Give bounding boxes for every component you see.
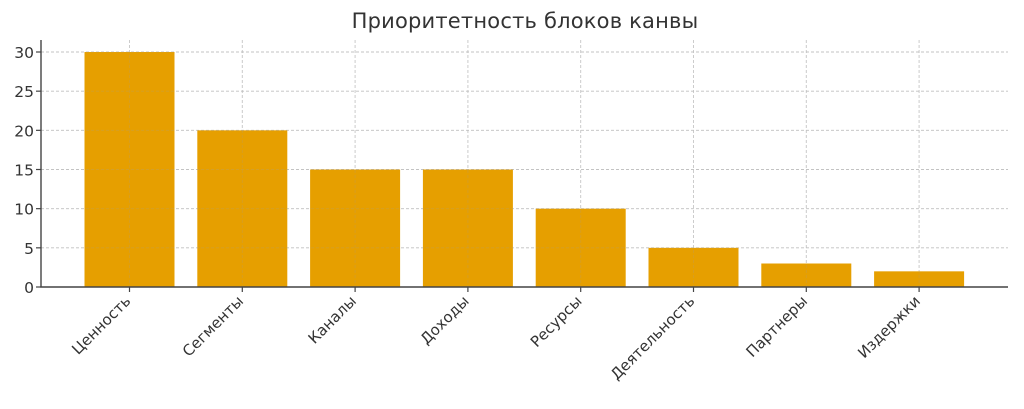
gridlines — [41, 40, 1008, 287]
y-axis-ticks: 0 5 10 15 20 25 30 — [14, 44, 41, 297]
bar — [84, 52, 175, 287]
bar — [422, 169, 513, 287]
bar — [648, 247, 739, 287]
bars — [84, 52, 965, 287]
x-tick-label: Деятельность — [607, 292, 698, 383]
x-tick-label: Партнеры — [742, 292, 811, 361]
y-tick-label: 30 — [14, 44, 34, 62]
y-tick-label: 15 — [14, 162, 34, 180]
bar — [197, 130, 288, 287]
x-tick-label: Доходы — [417, 292, 473, 348]
y-tick-label: 20 — [14, 122, 34, 140]
y-tick-label: 5 — [24, 240, 34, 258]
gridlines-overlay — [41, 40, 1008, 287]
x-tick-label: Ресурсы — [527, 292, 586, 351]
bar — [535, 208, 626, 287]
x-tick-label: Каналы — [305, 292, 360, 347]
bar — [761, 263, 852, 287]
y-tick-label: 0 — [24, 279, 34, 297]
axes — [40, 40, 1008, 288]
x-tick-label: Ценность — [68, 292, 134, 358]
y-tick-label: 10 — [14, 201, 34, 219]
y-tick-label: 25 — [14, 83, 34, 101]
bar — [874, 271, 965, 287]
bar — [310, 169, 401, 287]
x-axis-ticks: Ценность Сегменты Каналы Доходы Ресурсы Деяте… — [68, 287, 924, 383]
chart-title: Приоритетность блоков канвы — [351, 9, 699, 33]
x-tick-label: Сегменты — [179, 292, 247, 360]
x-tick-label: Издержки — [854, 292, 924, 362]
